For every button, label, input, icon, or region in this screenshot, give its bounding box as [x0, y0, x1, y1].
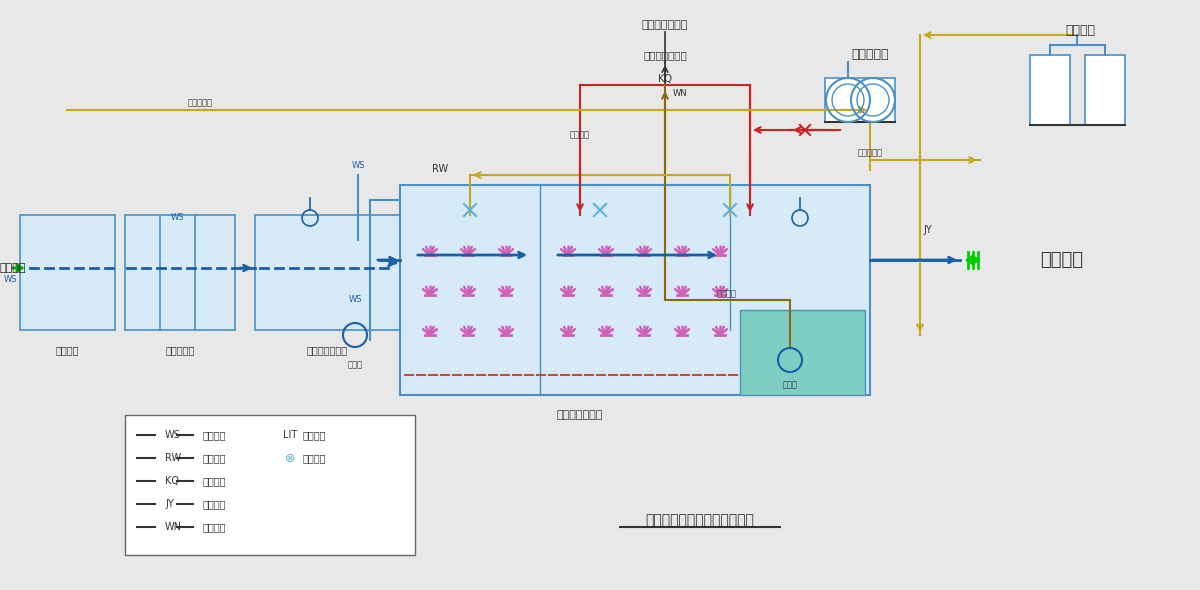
Text: 污泥回流: 污泥回流: [570, 130, 590, 139]
Bar: [20, 215, 115, 330]
Text: 消毒裝置: 消毒裝置: [1066, 24, 1096, 37]
Text: WS: WS: [352, 160, 365, 169]
Text: RW: RW: [166, 453, 181, 463]
Text: 污泥回流: 污泥回流: [718, 290, 737, 299]
Text: WS: WS: [170, 212, 184, 221]
Text: RW: RW: [432, 164, 448, 174]
Text: 液位控制线: 液位控制线: [187, 99, 212, 107]
Text: 水质水量调节池: 水质水量调节池: [306, 345, 348, 355]
Bar: [740, 310, 865, 395]
Bar: [125, 415, 415, 555]
Text: 医院污水: 医院污水: [0, 263, 26, 273]
Text: 空气管道: 空气管道: [203, 476, 227, 486]
Text: 污泥泵: 污泥泵: [782, 381, 798, 389]
Text: 污泥排至污泥池: 污泥排至污泥池: [643, 50, 686, 60]
Bar: [1085, 55, 1126, 125]
Bar: [400, 185, 870, 395]
Text: WN: WN: [673, 88, 688, 97]
Text: WS: WS: [166, 430, 181, 440]
Text: 一体化污水生化处理工艺流程: 一体化污水生化处理工艺流程: [646, 513, 755, 527]
Text: 罗茨鼓风机: 罗茨鼓风机: [851, 48, 889, 61]
Text: 污泥管道: 污泥管道: [203, 522, 227, 532]
Text: 污水管道: 污水管道: [203, 430, 227, 440]
Text: WS: WS: [4, 276, 17, 284]
Text: JY: JY: [166, 499, 174, 509]
Text: LIT: LIT: [283, 430, 298, 440]
Text: 一体化处理设备: 一体化处理设备: [557, 410, 604, 420]
Text: 预消毒池: 预消毒池: [55, 345, 79, 355]
Bar: [826, 78, 895, 122]
Text: 污泥排至污泥池: 污泥排至污泥池: [642, 20, 688, 30]
Bar: [125, 215, 235, 330]
Text: JY: JY: [924, 225, 932, 235]
Text: 液位仪表: 液位仪表: [302, 430, 326, 440]
Text: 达标排放: 达标排放: [1040, 251, 1084, 269]
Text: 加药管道: 加药管道: [203, 499, 227, 509]
Bar: [256, 215, 400, 330]
Text: 回流管道: 回流管道: [203, 453, 227, 463]
Text: ⊗: ⊗: [286, 451, 295, 464]
Text: KQ: KQ: [658, 74, 672, 84]
Bar: [1030, 55, 1070, 125]
Text: 液位控制线: 液位控制线: [858, 149, 882, 158]
Text: WN: WN: [166, 522, 182, 532]
Text: WS: WS: [348, 296, 361, 304]
Text: 三格化粪池: 三格化粪池: [166, 345, 194, 355]
Text: KQ: KQ: [166, 476, 179, 486]
Text: 手动蝶阀: 手动蝶阀: [302, 453, 326, 463]
Text: 提升泵: 提升泵: [348, 360, 362, 369]
